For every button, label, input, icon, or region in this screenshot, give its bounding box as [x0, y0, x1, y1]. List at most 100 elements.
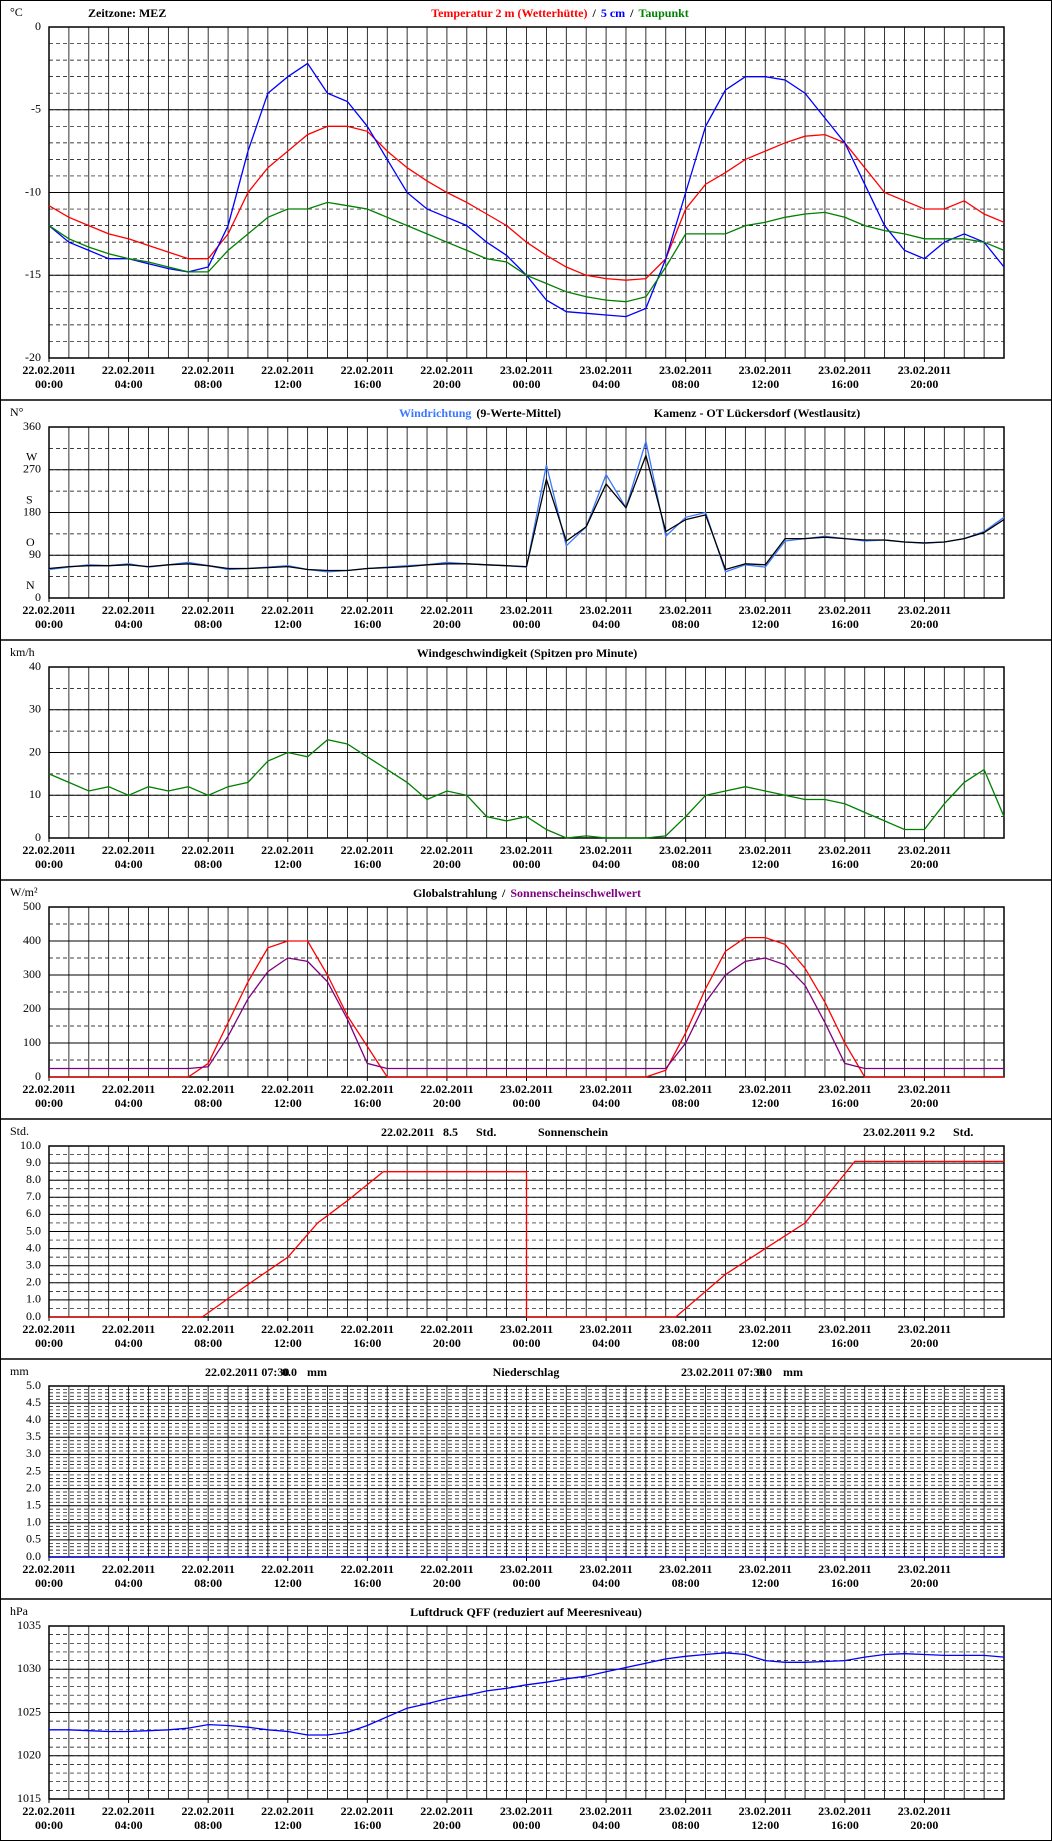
- x-tick-date: 23.02.2011: [898, 1804, 951, 1818]
- x-tick-time: 00:00: [513, 1576, 541, 1590]
- header: 8.5: [443, 1125, 458, 1139]
- header-part: 0.0: [757, 1365, 772, 1379]
- header-part: 9.2: [920, 1125, 935, 1139]
- x-tick-date: 23.02.2011: [659, 603, 712, 617]
- axis-unit: N°: [10, 405, 24, 419]
- x-tick-date: 22.02.2011: [420, 603, 473, 617]
- x-tick-date: 23.02.2011: [579, 363, 632, 377]
- y-tick-label: 6.0: [26, 1206, 41, 1220]
- x-tick-time: 08:00: [194, 857, 222, 871]
- x-tick-date: 23.02.2011: [898, 1082, 951, 1096]
- x-tick-date: 23.02.2011: [818, 1804, 871, 1818]
- x-tick-date: 23.02.2011: [818, 363, 871, 377]
- x-tick-date: 22.02.2011: [22, 1804, 75, 1818]
- y-tick-label: 0.0: [26, 1309, 41, 1323]
- x-tick-time: 00:00: [35, 617, 63, 631]
- x-tick-time: 12:00: [274, 377, 302, 391]
- axis-unit: W/m²: [10, 885, 38, 899]
- x-tick-time: 16:00: [831, 1336, 859, 1350]
- header: mm: [783, 1365, 803, 1379]
- header-part: 5 cm: [601, 6, 625, 20]
- x-tick-date: 22.02.2011: [22, 603, 75, 617]
- x-tick-time: 00:00: [513, 1096, 541, 1110]
- header: Sonnenschein: [538, 1125, 608, 1139]
- series-line: [48, 201, 1005, 303]
- x-tick-time: 12:00: [274, 617, 302, 631]
- x-tick-date: 23.02.2011: [500, 1804, 553, 1818]
- x-tick-date: 22.02.2011: [102, 1082, 155, 1096]
- y-tick-label: 1.0: [26, 1515, 41, 1529]
- x-tick-time: 08:00: [194, 377, 222, 391]
- header: Temperatur 2 m (Wetterhütte) / 5 cm / Taupun…: [431, 6, 689, 20]
- x-tick-time: 12:00: [274, 1336, 302, 1350]
- x-tick-date: 22.02.2011: [181, 363, 234, 377]
- header: 22.02.2011 07:30: [205, 1365, 289, 1379]
- plot-frame: [48, 26, 1005, 359]
- x-tick-time: 04:00: [592, 857, 620, 871]
- y-tick-label: 1025: [17, 1704, 41, 1718]
- axis-unit: °C: [10, 5, 23, 19]
- x-tick-time: 00:00: [35, 1576, 63, 1590]
- header: 0.0: [282, 1365, 297, 1379]
- x-tick-date: 22.02.2011: [261, 1322, 314, 1336]
- x-tick-time: 16:00: [353, 857, 381, 871]
- y-tick-label: 1030: [17, 1661, 41, 1675]
- y-tick-label: 0: [35, 19, 41, 33]
- x-tick-date: 23.02.2011: [659, 1322, 712, 1336]
- header-part: Sonnenschein: [538, 1125, 608, 1139]
- x-tick-time: 04:00: [115, 1096, 143, 1110]
- y-tick-label: 30: [29, 702, 41, 716]
- header-part: Luftdruck QFF (reduziert auf Meeresnivea…: [410, 1605, 642, 1619]
- x-tick-date: 23.02.2011: [739, 363, 792, 377]
- y-tick-label: 9.0: [26, 1155, 41, 1169]
- y-tick-label: 5.0: [26, 1378, 41, 1392]
- x-tick-time: 00:00: [35, 857, 63, 871]
- y-tick-label: 3.5: [26, 1429, 41, 1443]
- header: mm: [307, 1365, 327, 1379]
- series-line: [48, 453, 1005, 572]
- header-part: Globalstrahlung: [413, 886, 497, 900]
- x-tick-time: 04:00: [115, 1576, 143, 1590]
- series-line: [48, 738, 1005, 839]
- header: 9.2: [920, 1125, 935, 1139]
- y-tick-label: -20: [25, 350, 41, 364]
- header: Windrichtung (9-Werte-Mittel): [399, 406, 561, 420]
- x-tick-time: 12:00: [751, 617, 779, 631]
- x-tick-date: 23.02.2011: [500, 603, 553, 617]
- header-part: Std.: [953, 1125, 973, 1139]
- header: Globalstrahlung / Sonnenscheinschwellwert: [413, 886, 641, 900]
- x-tick-time: 04:00: [115, 857, 143, 871]
- plot-frame: [48, 666, 1005, 839]
- x-tick-time: 20:00: [910, 1576, 938, 1590]
- x-tick-time: 04:00: [115, 617, 143, 631]
- x-tick-time: 00:00: [35, 1336, 63, 1350]
- x-tick-date: 22.02.2011: [102, 1804, 155, 1818]
- x-tick-date: 22.02.2011: [181, 603, 234, 617]
- x-tick-date: 22.02.2011: [341, 603, 394, 617]
- x-tick-time: 16:00: [353, 1336, 381, 1350]
- y-tick-label: 1035: [17, 1618, 41, 1632]
- x-tick-date: 22.02.2011: [261, 1562, 314, 1576]
- x-tick-time: 08:00: [672, 1576, 700, 1590]
- x-tick-time: 00:00: [35, 377, 63, 391]
- x-tick-date: 22.02.2011: [181, 843, 234, 857]
- x-tick-date: 23.02.2011: [739, 603, 792, 617]
- x-tick-time: 00:00: [513, 1336, 541, 1350]
- x-tick-date: 23.02.2011: [659, 1562, 712, 1576]
- x-tick-date: 22.02.2011: [261, 1804, 314, 1818]
- x-tick-time: 20:00: [433, 1576, 461, 1590]
- x-tick-date: 23.02.2011: [579, 603, 632, 617]
- header-part: Windrichtung: [399, 406, 471, 420]
- x-tick-time: 20:00: [433, 1096, 461, 1110]
- x-tick-time: 04:00: [592, 1096, 620, 1110]
- y-tick-label: 180: [23, 504, 41, 518]
- x-tick-date: 22.02.2011: [261, 363, 314, 377]
- x-tick-date: 22.02.2011: [181, 1082, 234, 1096]
- x-tick-date: 22.02.2011: [341, 1804, 394, 1818]
- x-tick-date: 23.02.2011: [818, 1082, 871, 1096]
- y-tick-label: 0: [35, 590, 41, 604]
- header-part: 0.0: [282, 1365, 297, 1379]
- x-tick-time: 16:00: [831, 377, 859, 391]
- header-part: 22.02.2011 07:30: [205, 1365, 289, 1379]
